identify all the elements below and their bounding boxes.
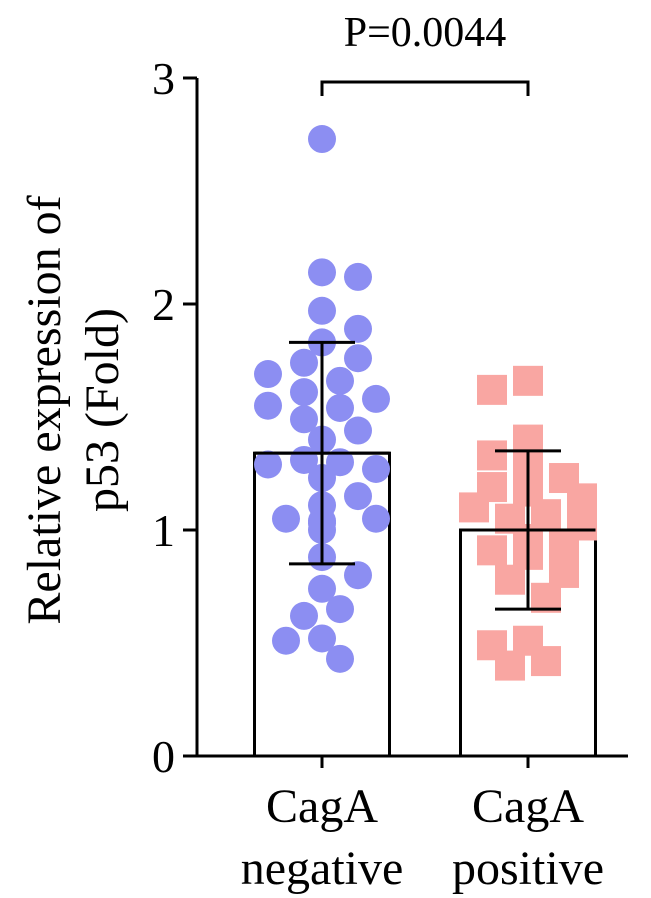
data-point [326,448,354,477]
data-point [344,416,372,445]
data-point [308,125,336,154]
data-point [290,405,318,434]
data-point [477,440,507,471]
y-tick-label: 0 [152,731,175,782]
data-point [362,384,390,413]
data-point [254,360,282,389]
data-point [459,492,489,523]
data-point [290,348,318,377]
data-point [308,296,336,325]
data-point [567,483,597,514]
data-point [344,561,372,590]
data-point [344,482,372,511]
y-tick-label: 3 [152,53,175,104]
data-point [477,374,507,405]
data-point [272,504,300,533]
data-point [254,391,282,420]
significance-bracket [320,80,530,96]
x-tick-label: negative [241,842,404,895]
data-point [495,650,525,681]
data-point [477,535,507,566]
data-point [290,601,318,630]
y-axis-title: Relative expression of p53 (Fold) [18,195,129,624]
data-point [362,504,390,533]
x-tick-label: CagA [472,780,584,833]
y-axis-title-line: Relative expression of [18,195,71,624]
data-point [308,258,336,287]
data-point [308,574,336,603]
y-axis-title-line: p53 (Fold) [76,308,129,512]
data-point [344,344,372,373]
data-point [344,314,372,343]
data-point [290,378,318,407]
y-tick-label: 1 [152,505,175,556]
data-point [254,450,282,479]
p-value-annotation: P=0.0044 [344,10,507,56]
x-tick-label: CagA [266,780,378,833]
data-point [344,262,372,291]
y-tick-label: 2 [152,279,175,330]
data-point [495,564,525,595]
data-point [272,626,300,655]
data-point [326,644,354,673]
data-point [549,530,579,561]
data-point [531,646,561,677]
data-point [326,595,354,624]
x-tick-label: positive [452,842,604,895]
data-point [326,366,354,395]
data-point [308,624,336,653]
data-point [513,365,543,396]
data-point [326,393,354,422]
data-point [362,454,390,483]
